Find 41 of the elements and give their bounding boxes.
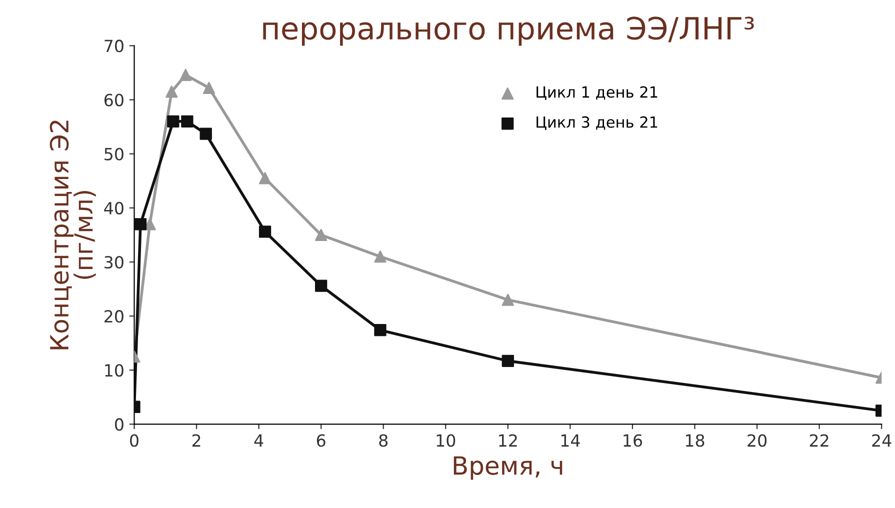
point bbox=[202, 82, 216, 94]
legend-label: Цикл 1 день 21 bbox=[536, 86, 658, 100]
x-tick-label: 14 bbox=[561, 434, 580, 447]
point bbox=[374, 324, 386, 336]
y-tick-label: 30 bbox=[104, 256, 124, 269]
legend-label: Цикл 3 день 21 bbox=[536, 116, 658, 130]
y-tick-label: 10 bbox=[105, 364, 124, 377]
y-tick-label: 20 bbox=[104, 310, 124, 323]
point bbox=[200, 128, 212, 140]
x-tick-label: 8 bbox=[379, 434, 388, 447]
point bbox=[181, 115, 194, 128]
y-tick-label: 70 bbox=[104, 40, 124, 52]
y-tick-label: 0 bbox=[115, 418, 124, 431]
point bbox=[374, 250, 386, 263]
chart-title: перорального приема ЭЭ/ЛНГ³ bbox=[263, 16, 754, 46]
x-tick-label: 6 bbox=[316, 434, 326, 447]
point bbox=[315, 228, 328, 242]
x-tick-label: 2 bbox=[192, 434, 200, 447]
point bbox=[134, 218, 147, 230]
y-tick-label: 50 bbox=[104, 148, 124, 160]
x-tick-label: 4 bbox=[254, 434, 264, 447]
x-tick-label: 22 bbox=[810, 434, 828, 447]
x-tick-label: 18 bbox=[686, 434, 704, 447]
point bbox=[166, 86, 178, 98]
x-tick-label: 24 bbox=[872, 434, 892, 447]
x-tick-label: 0 bbox=[130, 434, 138, 447]
point bbox=[258, 172, 272, 184]
point bbox=[167, 115, 180, 128]
x-axis-title: Время, ч bbox=[454, 456, 562, 480]
point bbox=[315, 280, 328, 292]
point bbox=[502, 354, 514, 367]
y-tick-label: 40 bbox=[104, 202, 124, 214]
x-tick-label: 20 bbox=[748, 434, 767, 447]
y-axis-title: Концентрация Э2 (пг/мл) bbox=[50, 120, 96, 350]
y-tick-label: 60 bbox=[104, 94, 124, 106]
point bbox=[502, 294, 514, 306]
x-tick-label: 12 bbox=[499, 434, 517, 447]
point bbox=[180, 68, 192, 81]
x-tick-label: 10 bbox=[436, 434, 456, 447]
point bbox=[258, 226, 272, 238]
x-tick-label: 16 bbox=[624, 434, 642, 447]
